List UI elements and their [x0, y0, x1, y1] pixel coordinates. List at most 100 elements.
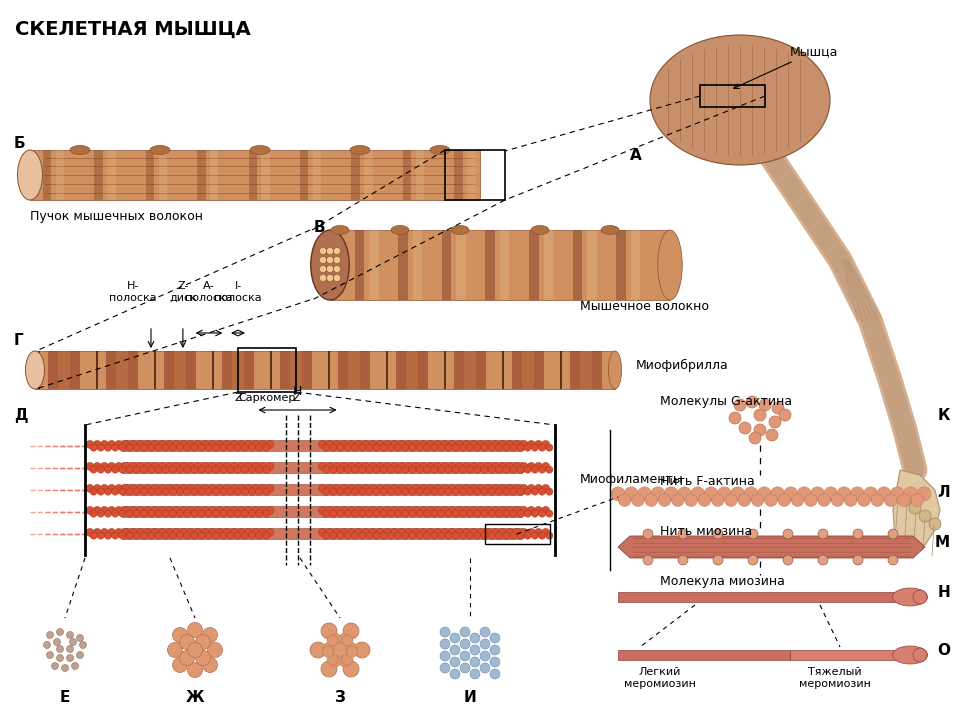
Text: Z: Z [234, 393, 242, 403]
Circle shape [659, 494, 671, 506]
Circle shape [151, 485, 158, 492]
Circle shape [409, 532, 416, 539]
Circle shape [177, 532, 183, 539]
Bar [108, 150, 115, 200]
Bar [158, 150, 167, 200]
Circle shape [369, 462, 377, 470]
Circle shape [784, 487, 798, 501]
Circle shape [183, 466, 191, 473]
Circle shape [438, 466, 444, 473]
Circle shape [111, 466, 119, 473]
Circle shape [420, 441, 427, 449]
Bar [330, 230, 670, 300]
Circle shape [101, 485, 108, 492]
Circle shape [252, 506, 259, 514]
Circle shape [249, 444, 255, 451]
Text: К: К [938, 408, 950, 423]
Circle shape [484, 528, 492, 536]
Circle shape [524, 466, 531, 473]
Ellipse shape [893, 588, 927, 606]
Circle shape [319, 441, 326, 449]
Bar [35, 351, 615, 389]
Circle shape [440, 627, 450, 637]
Circle shape [757, 487, 771, 501]
Polygon shape [115, 462, 530, 474]
Circle shape [520, 462, 528, 470]
Circle shape [376, 528, 384, 536]
Circle shape [452, 466, 459, 473]
Circle shape [664, 487, 678, 501]
Circle shape [223, 485, 230, 492]
Circle shape [220, 532, 227, 539]
Circle shape [460, 639, 470, 649]
Circle shape [187, 485, 195, 492]
Circle shape [230, 506, 238, 514]
Bar [30, 150, 480, 200]
Circle shape [480, 627, 490, 637]
Bar [338, 351, 371, 389]
Circle shape [643, 529, 653, 539]
Circle shape [46, 652, 54, 659]
Circle shape [391, 485, 398, 492]
Circle shape [358, 510, 366, 517]
Circle shape [325, 441, 334, 449]
Text: Нить F-актина: Нить F-актина [660, 475, 755, 488]
Circle shape [234, 488, 241, 495]
Circle shape [380, 532, 387, 539]
Circle shape [637, 487, 652, 501]
Circle shape [194, 506, 202, 514]
Circle shape [450, 645, 460, 655]
Circle shape [531, 532, 539, 539]
Bar [560, 351, 563, 389]
Circle shape [259, 441, 267, 449]
Circle shape [397, 506, 406, 514]
Circle shape [372, 510, 380, 517]
Circle shape [208, 506, 216, 514]
Circle shape [520, 485, 528, 492]
Circle shape [255, 532, 263, 539]
Circle shape [105, 444, 111, 451]
Circle shape [198, 444, 205, 451]
Circle shape [101, 506, 108, 514]
Circle shape [441, 462, 449, 470]
Circle shape [853, 555, 863, 565]
Circle shape [52, 662, 59, 670]
Circle shape [191, 466, 198, 473]
Circle shape [470, 669, 480, 679]
Circle shape [202, 462, 209, 470]
Circle shape [325, 485, 334, 492]
Circle shape [495, 444, 502, 451]
Circle shape [409, 488, 416, 495]
Circle shape [241, 532, 249, 539]
Circle shape [202, 485, 209, 492]
Circle shape [310, 642, 326, 658]
Ellipse shape [391, 225, 409, 235]
Circle shape [452, 532, 459, 539]
Circle shape [105, 488, 111, 495]
Circle shape [877, 487, 891, 501]
Bar [197, 150, 205, 200]
Circle shape [467, 488, 473, 495]
Circle shape [771, 487, 784, 501]
Circle shape [754, 424, 766, 436]
Circle shape [358, 532, 366, 539]
Circle shape [717, 487, 732, 501]
Circle shape [397, 462, 406, 470]
Circle shape [180, 441, 187, 449]
Text: Мышечное волокно: Мышечное волокно [580, 300, 709, 313]
Circle shape [369, 485, 377, 492]
Circle shape [535, 462, 542, 470]
Circle shape [119, 466, 126, 473]
Circle shape [358, 466, 366, 473]
Circle shape [401, 488, 409, 495]
Bar [398, 230, 408, 300]
Circle shape [484, 462, 492, 470]
Circle shape [369, 441, 377, 449]
Circle shape [333, 266, 341, 272]
Circle shape [490, 669, 500, 679]
Circle shape [397, 441, 406, 449]
Circle shape [333, 485, 341, 492]
Circle shape [748, 529, 758, 539]
Circle shape [130, 441, 137, 449]
Circle shape [43, 642, 51, 649]
